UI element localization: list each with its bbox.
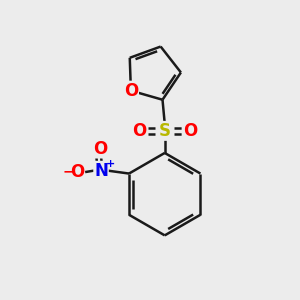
Text: S: S [159,122,171,140]
Text: O: O [124,82,138,100]
Text: −: − [63,164,74,178]
Text: O: O [70,163,84,181]
Text: O: O [183,122,197,140]
Text: +: + [106,159,115,169]
Text: O: O [133,122,147,140]
Text: O: O [93,140,108,158]
Text: N: N [94,162,108,180]
